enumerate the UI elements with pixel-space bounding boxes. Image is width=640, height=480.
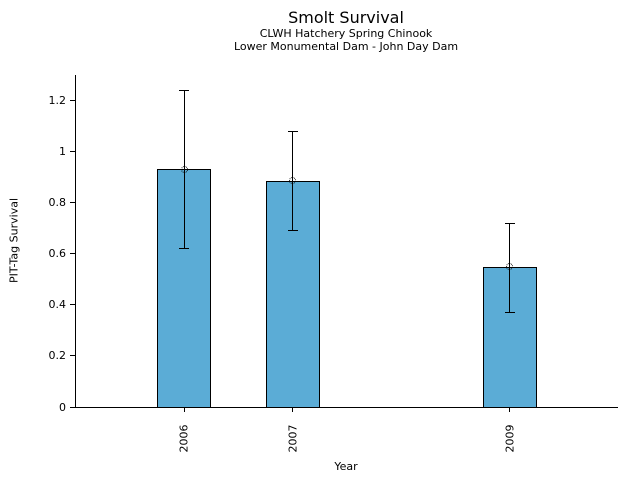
x-axis-label: Year xyxy=(334,460,358,473)
error-bar-cap-top xyxy=(287,130,298,132)
y-tick xyxy=(70,406,75,408)
y-tick-label: 0.2 xyxy=(48,349,67,363)
y-tick-label: 0 xyxy=(59,400,66,414)
y-tick-label: 0.8 xyxy=(48,196,67,210)
error-bar-cap-bottom xyxy=(287,230,298,232)
x-tick xyxy=(183,407,185,412)
y-tick-label: 1 xyxy=(59,145,66,159)
y-tick-label: 0.6 xyxy=(48,247,67,261)
y-tick xyxy=(70,355,75,357)
x-tick-label: 2009 xyxy=(503,424,517,453)
y-tick xyxy=(70,304,75,306)
y-tick xyxy=(70,253,75,255)
point-marker-icon xyxy=(289,177,297,185)
y-tick xyxy=(70,202,75,204)
error-bar-cap-top xyxy=(179,89,190,91)
error-bar-cap-top xyxy=(504,222,515,224)
plot-area: 0 0.2 0.4 0.6 0.8 1 1.2 2006 2007 2009 xyxy=(49,75,618,453)
chart-subtitle-2: Lower Monumental Dam - John Day Dam xyxy=(233,40,459,53)
error-bar-cap-bottom xyxy=(504,312,515,313)
title-block: Smolt Survival CLWH Hatchery Spring Chin… xyxy=(75,8,617,53)
error-bar-cap-bottom xyxy=(179,248,190,250)
x-tick-label: 2007 xyxy=(286,424,300,453)
y-axis-label: PIT-Tag Survival xyxy=(7,198,21,284)
point-marker-icon xyxy=(180,165,188,173)
x-tick xyxy=(292,407,294,412)
y-tick xyxy=(70,100,75,102)
x-tick xyxy=(509,407,511,412)
chart-subtitle-1: CLWH Hatchery Spring Chinook xyxy=(259,27,433,40)
y-tick xyxy=(70,151,75,153)
y-tick-label: 0.4 xyxy=(48,298,67,312)
y-tick-label: 1.2 xyxy=(48,94,67,108)
chart-title: Smolt Survival xyxy=(288,8,404,27)
point-marker-icon xyxy=(506,263,514,271)
x-tick-label: 2006 xyxy=(177,424,191,453)
